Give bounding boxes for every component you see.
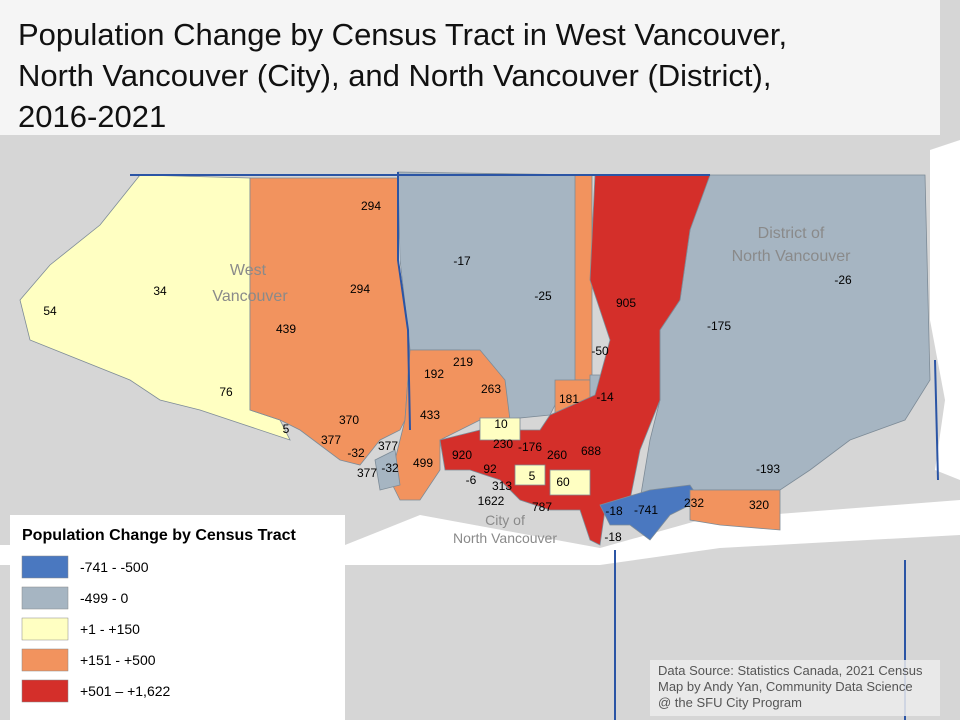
source: Data Source: Statistics Canada, 2021 Cen… [658, 663, 923, 678]
tract [389, 349, 511, 501]
tract-label: -50 [591, 344, 609, 358]
tract-label: 905 [616, 296, 636, 310]
tract-label: 92 [483, 462, 497, 476]
tract-label: 181 [559, 392, 579, 406]
tract-label: 377 [357, 466, 377, 480]
tract [479, 417, 521, 441]
water [930, 140, 960, 480]
tract-label: -14 [596, 390, 614, 404]
tract [514, 464, 546, 486]
tract [599, 484, 701, 541]
title: 2016-2021 [18, 99, 166, 134]
tract-label: 370 [339, 413, 359, 427]
tract [19, 174, 291, 441]
legend-label: -741 - -500 [80, 559, 149, 575]
tract-label: 10 [494, 417, 508, 431]
legend-label: +1 - +150 [80, 621, 140, 637]
place-label: Vancouver [212, 288, 288, 305]
tract-label: 230 [493, 437, 513, 451]
tract [574, 174, 593, 381]
tract [374, 449, 401, 491]
tract-label: 499 [413, 456, 433, 470]
tract-label: 294 [350, 282, 370, 296]
tract-label: 787 [532, 500, 552, 514]
source: Map by Andy Yan, Community Data Science [658, 679, 913, 694]
tract-label: 60 [556, 475, 570, 489]
tract-label: -741 [634, 503, 658, 517]
tract-label: 377 [378, 439, 398, 453]
tract-label: -18 [604, 530, 622, 544]
tract-label: -17 [453, 254, 471, 268]
boundary [397, 172, 411, 431]
place-label: North Vancouver [453, 530, 557, 546]
legend-swatch [21, 617, 69, 641]
tract-label: 313 [492, 479, 512, 493]
legend-label: +501 – +1,622 [80, 683, 171, 699]
tract-label: 192 [424, 367, 444, 381]
tract-label: 232 [684, 496, 704, 510]
legend-swatch [21, 648, 69, 672]
tract-label: -25 [534, 289, 552, 303]
legend-label: -499 - 0 [80, 590, 128, 606]
tract-label: -32 [347, 446, 365, 460]
tract-label: 34 [153, 284, 167, 298]
tract-label: -18 [605, 504, 623, 518]
tract-label: 439 [276, 322, 296, 336]
title: North Vancouver (City), and North Vancou… [18, 58, 771, 93]
tract-label: 920 [452, 448, 472, 462]
tract-label: -193 [756, 462, 780, 476]
place-label: City of [485, 512, 525, 528]
tracts [19, 171, 931, 546]
tract-label: 688 [581, 444, 601, 458]
tract-label: -175 [707, 319, 731, 333]
boundary [934, 359, 939, 481]
tract-label: -26 [834, 273, 852, 287]
legend-swatch [21, 679, 69, 703]
tract-label: 260 [547, 448, 567, 462]
title: Population Change by Census Tract in Wes… [18, 17, 787, 52]
source-box [650, 660, 940, 716]
legend-label: +151 - +500 [80, 652, 156, 668]
legend-swatch [21, 586, 69, 610]
tract-label: 5 [283, 422, 290, 436]
tract-label: 320 [749, 498, 769, 512]
place-label: North Vancouver [732, 248, 852, 265]
place-label: West [230, 262, 267, 279]
title-backdrop [0, 0, 940, 135]
tract-label: 5 [529, 469, 536, 483]
legend-title: Population Change by Census Tract [22, 527, 296, 544]
tract-label: 76 [219, 385, 233, 399]
tract [439, 174, 711, 546]
tract-label: 294 [361, 199, 381, 213]
legend-swatch [21, 555, 69, 579]
tract-label: 219 [453, 355, 473, 369]
tract-label: 377 [321, 433, 341, 447]
tract-label: -32 [381, 461, 399, 475]
legend-items: -741 - -500 -499 - 0 +1 - +150 +151 - +500 +… [21, 555, 171, 703]
source: @ the SFU City Program [658, 695, 802, 710]
tract-label: -176 [518, 440, 542, 454]
tract-label: 263 [481, 382, 501, 396]
place-label: District of [758, 225, 825, 242]
tract-label: 433 [420, 408, 440, 422]
tract-label: 54 [43, 304, 57, 318]
tract [549, 469, 591, 496]
tract [689, 489, 781, 531]
tract-label: -6 [466, 473, 477, 487]
tract-label: 1622 [478, 494, 505, 508]
